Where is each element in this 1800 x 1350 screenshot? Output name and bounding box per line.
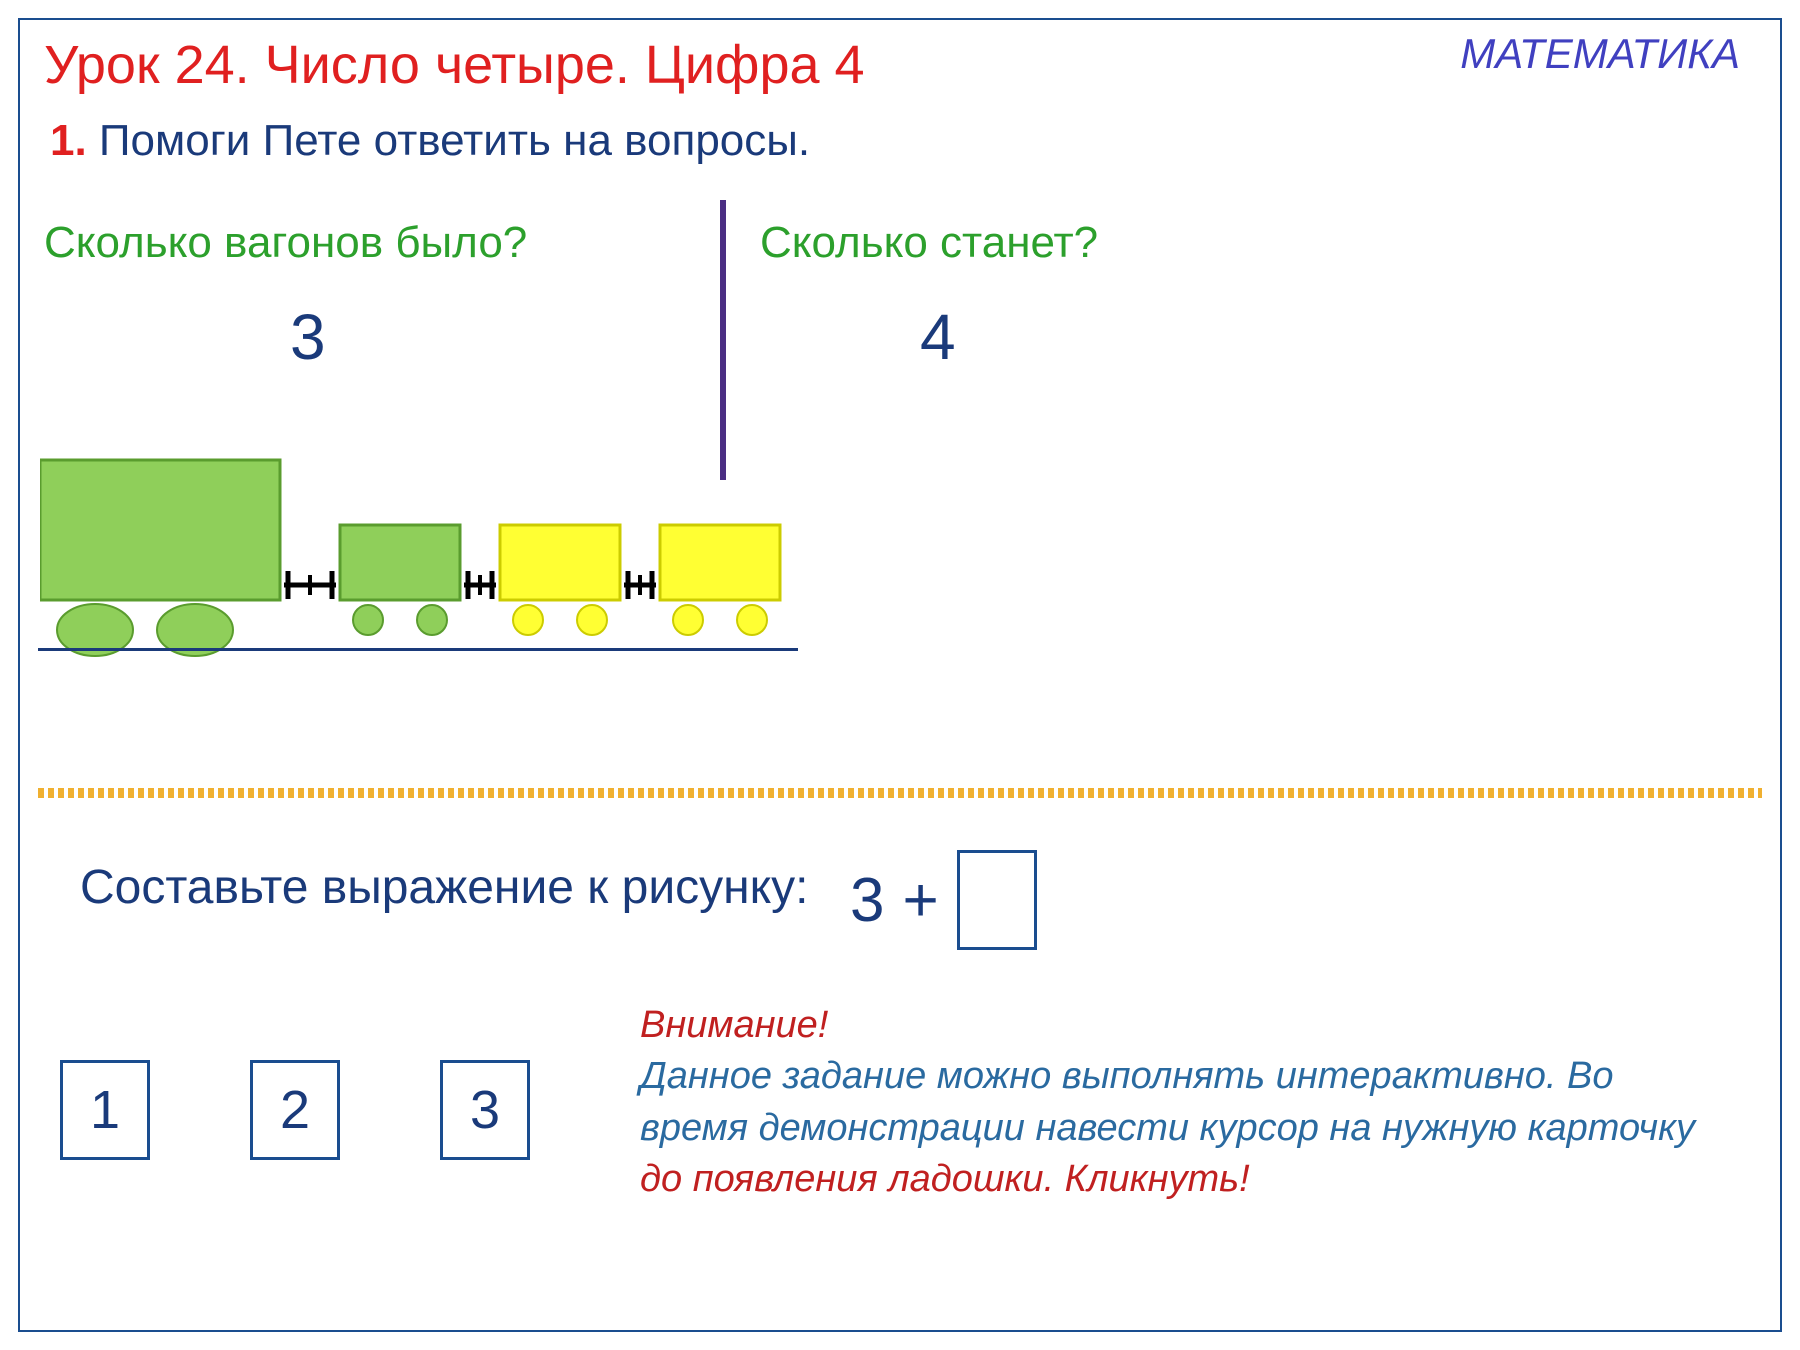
option-card-1[interactable]: 1 xyxy=(60,1060,150,1160)
task-text: Помоги Пете ответить на вопросы. xyxy=(87,116,810,165)
expression-label: Составьте выражение к рисунку: xyxy=(80,860,809,915)
option-row: 123 xyxy=(60,1060,530,1160)
task-number: 1. xyxy=(50,116,87,165)
expression-op: + xyxy=(902,865,938,936)
question-left: Сколько вагонов было? xyxy=(44,218,527,268)
train-diagram xyxy=(40,430,800,680)
answer-left: 3 xyxy=(290,300,326,374)
note-body: Данное задание можно выполнять интеракти… xyxy=(640,1055,1695,1148)
note-block: Внимание! Данное задание можно выполнять… xyxy=(640,1000,1700,1205)
note-tail: до появления ладошки. Кликнуть! xyxy=(640,1158,1250,1200)
answer-right: 4 xyxy=(920,300,956,374)
expression-math: 3 + xyxy=(850,850,1037,950)
option-card-2[interactable]: 2 xyxy=(250,1060,340,1160)
subject-label: МАТЕМАТИКА xyxy=(1460,30,1740,78)
train-track xyxy=(38,648,798,651)
option-card-3[interactable]: 3 xyxy=(440,1060,530,1160)
expression-blank[interactable] xyxy=(957,850,1037,950)
note-warning: Внимание! xyxy=(640,1000,1700,1051)
question-right: Сколько станет? xyxy=(760,218,1098,268)
expression-lhs: 3 xyxy=(850,865,884,936)
task-line: 1. Помоги Пете ответить на вопросы. xyxy=(50,116,810,166)
separator-dashed xyxy=(38,788,1762,798)
lesson-title: Урок 24. Число четыре. Цифра 4 xyxy=(44,34,865,96)
